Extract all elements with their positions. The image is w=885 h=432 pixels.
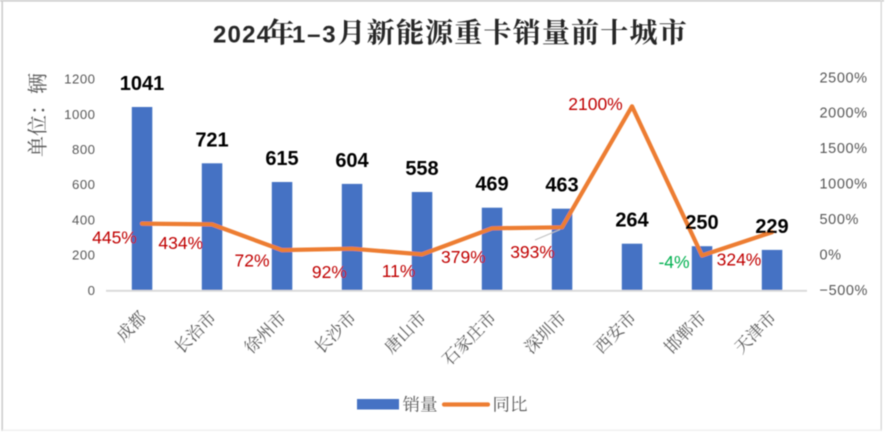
- svg-text:−500%: −500%: [820, 283, 869, 299]
- svg-text:615: 615: [265, 148, 298, 170]
- svg-text:2500%: 2500%: [820, 70, 868, 86]
- svg-text:800: 800: [72, 142, 96, 157]
- svg-text:400: 400: [72, 212, 96, 227]
- svg-text:250: 250: [685, 212, 718, 234]
- svg-text:0: 0: [88, 283, 96, 298]
- svg-text:558: 558: [405, 158, 438, 180]
- svg-text:11%: 11%: [382, 261, 416, 281]
- svg-text:445%: 445%: [92, 228, 137, 248]
- svg-text:200: 200: [72, 248, 96, 263]
- svg-text:1200: 1200: [64, 72, 95, 87]
- svg-text:500%: 500%: [820, 212, 860, 228]
- svg-text:264: 264: [615, 210, 649, 232]
- svg-text:229: 229: [755, 216, 788, 238]
- svg-text:-4%: -4%: [658, 252, 689, 272]
- svg-text:92%: 92%: [312, 262, 347, 282]
- svg-text:2100%: 2100%: [568, 94, 623, 114]
- svg-text:469: 469: [475, 174, 508, 196]
- svg-text:1000: 1000: [64, 107, 95, 122]
- svg-text:393%: 393%: [510, 242, 555, 262]
- svg-text:379%: 379%: [441, 247, 486, 267]
- svg-text:1500%: 1500%: [820, 141, 868, 157]
- svg-text:0%: 0%: [820, 248, 842, 264]
- svg-text:721: 721: [195, 129, 228, 151]
- svg-text:434%: 434%: [158, 233, 203, 253]
- svg-text:2024: 2024: [213, 21, 271, 48]
- svg-text:600: 600: [72, 177, 96, 192]
- svg-text:72%: 72%: [234, 251, 269, 271]
- svg-text:1000%: 1000%: [820, 177, 868, 193]
- svg-text:2000%: 2000%: [820, 106, 868, 122]
- svg-text:324%: 324%: [717, 249, 762, 269]
- svg-text:1–3: 1–3: [292, 21, 337, 48]
- svg-text:604: 604: [335, 150, 369, 172]
- svg-text:1041: 1041: [120, 73, 165, 95]
- svg-text:463: 463: [545, 175, 578, 197]
